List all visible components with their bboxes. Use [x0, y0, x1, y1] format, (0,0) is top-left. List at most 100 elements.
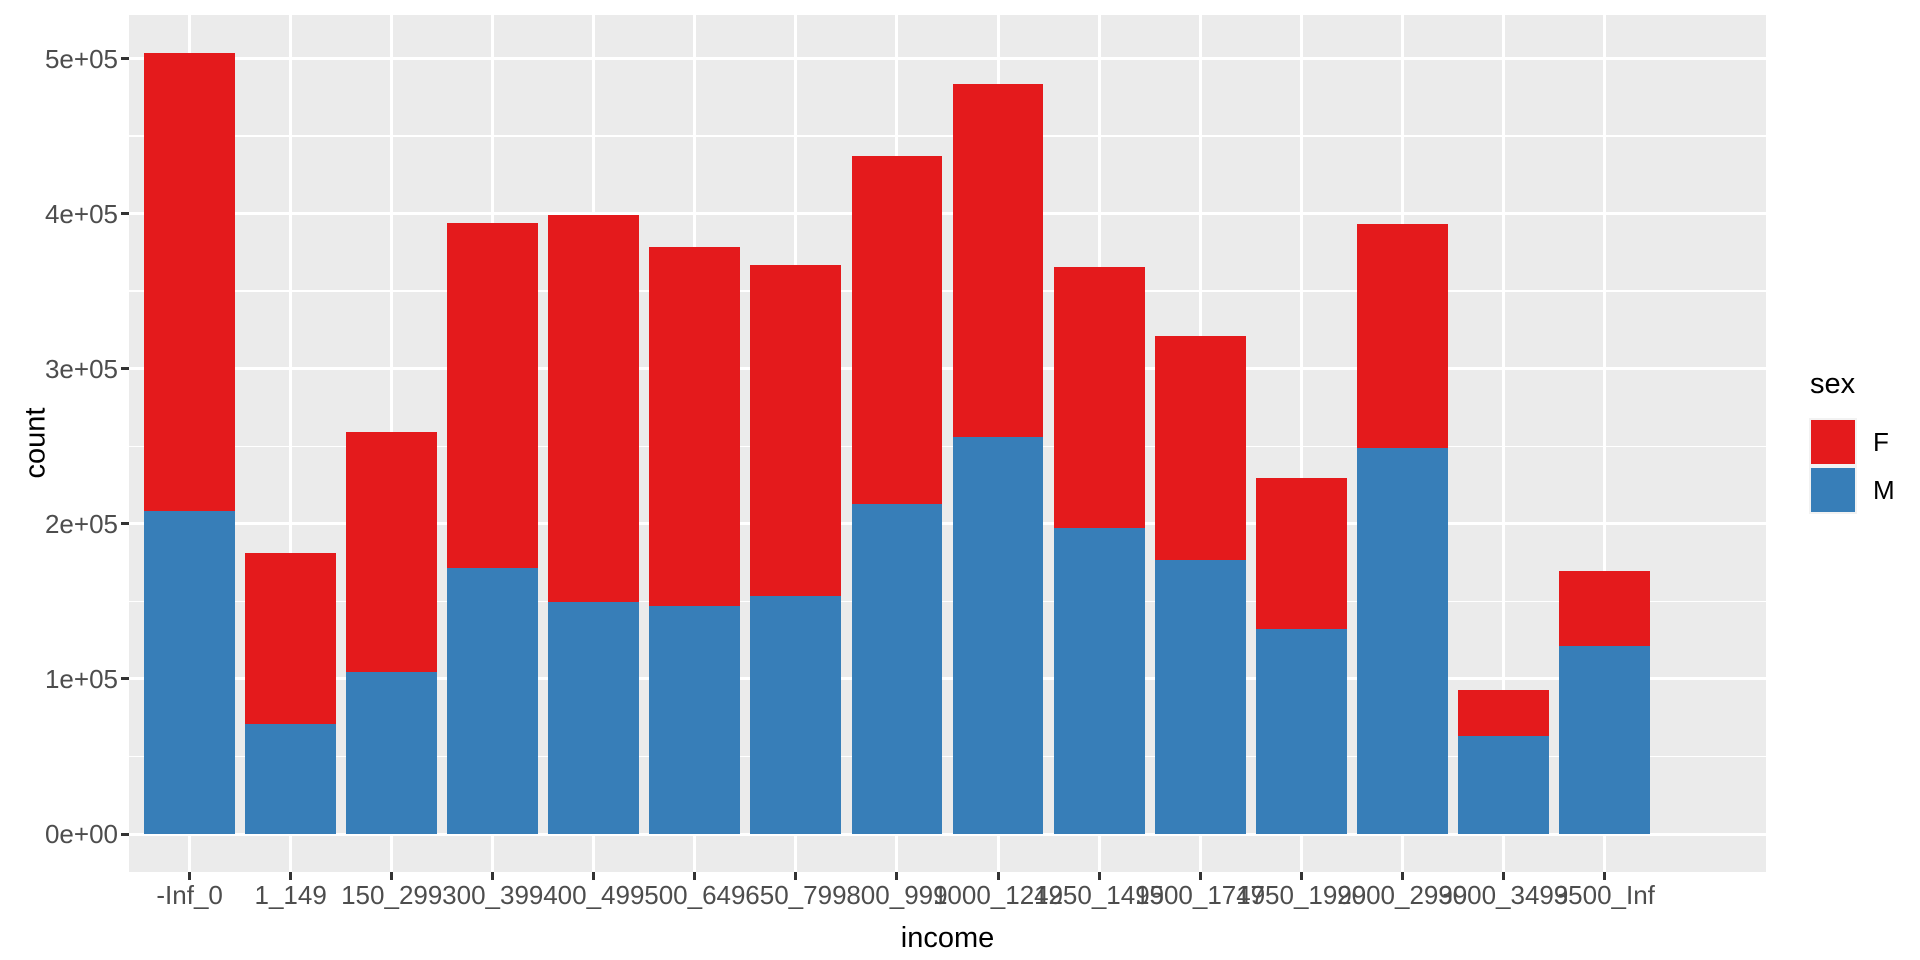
x-axis-title: income — [900, 922, 995, 954]
bar-segment-f-1750_1999 — [1255, 478, 1347, 630]
y-tick-label: 0e+00 — [44, 819, 118, 849]
x-tick-mark — [794, 872, 798, 880]
x-tick-label: 3500_Inf — [1553, 880, 1655, 910]
bar-segment-m-3500_Inf — [1558, 646, 1650, 835]
bar-segment-m-1750_1999 — [1255, 629, 1347, 835]
bar-segment-m-1_149 — [245, 723, 337, 835]
bar-segment-f-800_999 — [851, 155, 943, 504]
bar-segment-f--Inf_0 — [144, 53, 236, 511]
major-gridline — [129, 212, 1766, 216]
x-tick-mark — [188, 872, 192, 880]
y-tick-label: 1e+05 — [44, 663, 118, 694]
x-tick-label: 2000_2999 — [1337, 880, 1468, 910]
x-tick-mark — [1501, 872, 1505, 880]
x-tick-mark — [390, 872, 394, 880]
category-gridline — [1602, 15, 1606, 872]
x-tick-label: 800_999 — [846, 880, 948, 910]
bar-segment-m-3000_3499 — [1457, 736, 1549, 835]
legend-swatch-f — [1811, 420, 1855, 464]
x-tick-mark — [693, 872, 697, 880]
minor-gridline — [129, 135, 1766, 137]
bar-segment-m-1000_1249 — [952, 437, 1044, 835]
y-tick-label: 2e+05 — [44, 508, 118, 539]
x-tick-label: -Inf_0 — [156, 880, 223, 910]
x-tick-mark — [491, 872, 495, 880]
minor-gridline — [129, 445, 1766, 448]
bar-segment-m-150_299 — [346, 671, 438, 835]
major-gridline — [129, 367, 1766, 371]
plot-panel — [129, 15, 1766, 872]
category-gridline — [1501, 15, 1505, 872]
x-tick-label: 1250_1499 — [1033, 880, 1165, 910]
bar-segment-m--Inf_0 — [144, 510, 236, 835]
bar-segment-m-500_649 — [649, 606, 741, 835]
minor-gridline — [129, 290, 1766, 292]
y-tick-label: 3e+05 — [44, 353, 118, 384]
bar-segment-f-400_499 — [548, 215, 640, 603]
x-tick-mark — [1299, 872, 1303, 880]
x-tick-label: 400_499 — [543, 880, 645, 910]
bar-segment-f-1000_1249 — [952, 84, 1044, 437]
bar-segment-f-300_399 — [447, 222, 539, 569]
y-tick-label: 5e+05 — [44, 43, 118, 74]
y-tick-mark — [121, 677, 129, 681]
bar-segment-m-800_999 — [851, 503, 943, 835]
bar-segment-f-150_299 — [346, 431, 438, 672]
x-tick-mark — [996, 872, 1000, 880]
bar-segment-f-500_649 — [649, 247, 741, 607]
legend-title: sex — [1810, 368, 1856, 400]
legend-entry-f: F — [1809, 418, 1895, 466]
x-tick-label: 1750_1999 — [1236, 880, 1367, 910]
bar-segment-m-650_799 — [750, 595, 842, 835]
minor-gridline — [129, 600, 1766, 603]
major-gridline — [129, 57, 1766, 61]
legend-swatch-m — [1811, 468, 1855, 512]
bar-segment-f-3500_Inf — [1558, 571, 1650, 647]
x-tick-mark — [289, 872, 293, 880]
major-gridline — [129, 677, 1766, 681]
legend-label: F — [1873, 426, 1889, 457]
x-tick-label: 500_649 — [644, 880, 746, 910]
category-gridline — [1299, 15, 1303, 872]
x-tick-mark — [1198, 872, 1202, 880]
legend-entry-m: M — [1809, 466, 1895, 514]
bar-segment-m-1500_1749 — [1154, 560, 1246, 835]
x-tick-mark — [1602, 872, 1606, 880]
x-tick-label: 650_799 — [745, 880, 847, 910]
bar-segment-m-300_399 — [447, 568, 539, 835]
y-tick-label: 4e+05 — [44, 198, 118, 229]
y-tick-mark — [121, 212, 129, 216]
x-tick-mark — [1400, 872, 1404, 880]
bar-segment-f-1_149 — [245, 553, 337, 724]
legend-label: M — [1873, 474, 1895, 505]
y-tick-mark — [121, 522, 129, 526]
legend-key — [1809, 418, 1857, 466]
bar-segment-f-3000_3499 — [1457, 689, 1549, 737]
x-tick-mark — [895, 872, 899, 880]
y-tick-mark — [121, 832, 129, 836]
bar-segment-m-1250_1499 — [1053, 527, 1145, 835]
category-gridline — [289, 15, 293, 872]
y-tick-mark — [121, 57, 129, 61]
x-tick-label: 3000_3499 — [1438, 880, 1569, 910]
x-tick-label: 150_299 — [341, 880, 443, 910]
bar-segment-f-2000_2999 — [1356, 223, 1448, 448]
y-axis-title: count — [19, 407, 52, 479]
y-tick-mark — [121, 367, 129, 371]
bar-segment-f-1500_1749 — [1154, 336, 1246, 561]
x-tick-label: 1500_1749 — [1135, 880, 1266, 910]
x-tick-label: 1_149 — [254, 880, 327, 910]
minor-gridline — [129, 755, 1766, 758]
x-tick-mark — [592, 872, 596, 880]
bar-segment-m-2000_2999 — [1356, 447, 1448, 835]
x-tick-label: 300_399 — [442, 880, 544, 910]
bar-segment-f-1250_1499 — [1053, 267, 1145, 528]
x-tick-label: 1000_1249 — [932, 880, 1064, 910]
x-tick-mark — [1097, 872, 1101, 880]
legend-key — [1809, 466, 1857, 514]
bar-segment-m-400_499 — [548, 602, 640, 835]
bar-segment-f-650_799 — [750, 264, 842, 596]
major-gridline — [129, 832, 1766, 836]
